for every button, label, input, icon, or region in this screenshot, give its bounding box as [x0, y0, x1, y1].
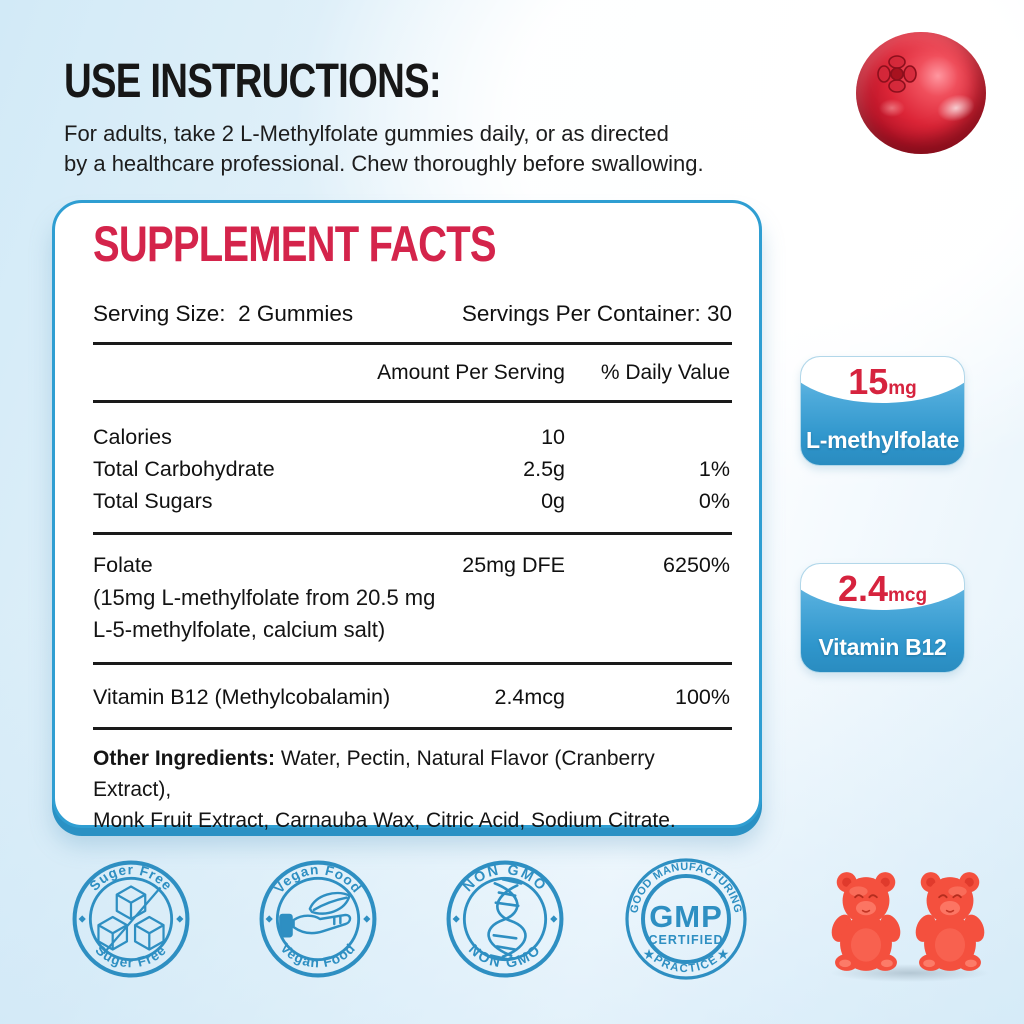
- callout-unit: mg: [888, 378, 917, 399]
- hand-leaf-icon: [279, 891, 352, 938]
- gmp-icon: GMP CERTIFIED: [649, 899, 724, 947]
- gummy-bears-image: [812, 860, 1012, 990]
- gummy-bear-icon: [820, 860, 912, 978]
- callout-value: 15mg: [801, 362, 964, 410]
- row-name: Vitamin B12 (Methylcobalamin): [93, 685, 391, 709]
- table-row-b12: Vitamin B12 (Methylcobalamin) 2.4mcg 100…: [93, 685, 730, 710]
- col-amount-per-serving: Amount Per Serving: [377, 361, 565, 384]
- callout-l-methylfolate: 15mg L-methylfolate: [800, 356, 965, 466]
- seal-non-gmo: NON GMO NON GMO: [446, 860, 564, 978]
- divider: [93, 342, 732, 345]
- seal-gmp-certified: GOOD MANUFACTURING PRACTICE ★ ★ GMP CERT…: [625, 858, 747, 980]
- serving-size-value: 2 Gummies: [238, 301, 354, 326]
- cranberry-image: [856, 32, 986, 154]
- folate-note-line1: (15mg L-methylfolate from 20.5 mg: [93, 585, 436, 610]
- serving-size: Serving Size: 2 Gummies: [93, 301, 353, 327]
- seal-bottom-text: Suger Free: [93, 942, 169, 970]
- callout-amount: 2.4: [837, 568, 888, 609]
- row-amount: 10: [541, 425, 565, 449]
- row-amount: 2.5g: [523, 457, 565, 481]
- row-amount: 25mg DFE: [462, 553, 565, 577]
- star-icon: ★: [643, 946, 656, 962]
- supplement-facts-panel: SUPPLEMENT FACTS Serving Size: 2 Gummies…: [52, 200, 762, 832]
- servings-per-container: Servings Per Container: 30: [461, 301, 732, 326]
- row-amount: 0g: [541, 489, 565, 513]
- callout-amount: 15: [848, 361, 889, 402]
- serving-size-label: Serving Size:: [93, 301, 226, 326]
- table-row: Calories 10: [93, 425, 730, 450]
- star-icon: ★: [717, 946, 730, 962]
- table-row-folate: Folate 25mg DFE 6250%: [93, 553, 730, 578]
- dna-icon: [487, 878, 527, 961]
- serving-row: Serving Size: 2 Gummies Servings Per Con…: [93, 301, 732, 327]
- row-name: Calories: [93, 425, 172, 449]
- col-daily-value: % Daily Value: [600, 361, 730, 384]
- row-name: Folate: [93, 553, 153, 577]
- cranberry-calyx-icon: [877, 55, 917, 93]
- divider: [93, 727, 732, 730]
- sugar-cubes-icon: [97, 885, 165, 955]
- row-dv: 100%: [675, 685, 730, 709]
- gmp-center-text: GMP: [649, 899, 723, 934]
- table-row: Total Carbohydrate 2.5g 1%: [93, 457, 730, 482]
- callout-vitamin-b12: 2.4mcg Vitamin B12: [800, 563, 965, 673]
- divider: [93, 662, 732, 665]
- use-instructions-line1: For adults, take 2 L-Methylfolate gummie…: [64, 121, 669, 146]
- seal-vegan-food: Vegan Food Vegan Food: [259, 860, 377, 978]
- divider: [93, 532, 732, 535]
- callout-unit: mcg: [887, 585, 928, 606]
- other-ingredients-label: Other Ingredients:: [93, 747, 276, 770]
- use-instructions-line2: by a healthcare professional. Chew thoro…: [64, 151, 704, 176]
- other-ingredients: Other Ingredients: Water, Pectin, Natura…: [93, 743, 732, 836]
- row-dv: 6250%: [663, 553, 730, 577]
- callout-label: Vitamin B12: [818, 634, 947, 660]
- other-ingredients-line2: Monk Fruit Extract, Carnauba Wax, Citric…: [93, 809, 676, 832]
- supplement-facts-title: SUPPLEMENT FACTS: [93, 216, 497, 272]
- use-instructions-title: USE INSTRUCTIONS:: [64, 55, 442, 108]
- gummy-bear-icon: [904, 860, 996, 978]
- other-ingredients-line1: Water, Pectin, Natural Flavor (Cranberry…: [93, 747, 655, 801]
- callout-label: L-methylfolate: [806, 427, 959, 453]
- row-amount: 2.4mcg: [494, 685, 565, 709]
- row-dv: 1%: [698, 457, 730, 481]
- row-dv: 0%: [698, 489, 730, 513]
- row-name: Total Sugars: [93, 489, 213, 513]
- use-instructions-body: For adults, take 2 L-Methylfolate gummie…: [64, 119, 704, 179]
- gmp-sub-text: CERTIFIED: [649, 933, 724, 947]
- seal-sugar-free: Suger Free Suger Free: [72, 860, 190, 978]
- divider: [93, 400, 732, 403]
- callout-value: 2.4mcg: [801, 569, 964, 617]
- svg-text:Suger Free: Suger Free: [93, 942, 170, 970]
- folate-note-line2: L-5-methylfolate, calcium salt): [93, 617, 386, 642]
- row-name: Total Carbohydrate: [93, 457, 275, 481]
- table-row: Total Sugars 0g 0%: [93, 489, 730, 514]
